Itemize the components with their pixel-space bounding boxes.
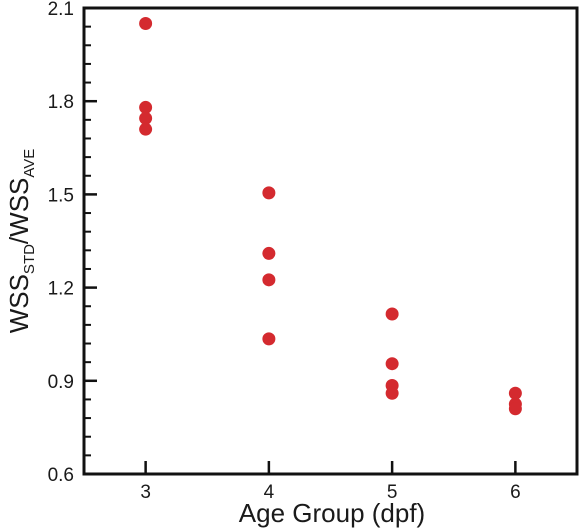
- plot-frame: [82, 6, 579, 476]
- data-point: [385, 357, 399, 371]
- data-point: [262, 332, 276, 346]
- data-point: [508, 402, 522, 416]
- data-point: [139, 17, 153, 31]
- data-point: [139, 122, 153, 136]
- y-axis-ticks: 0.6 0.9 1.2 1.5 1.8 2.1: [48, 0, 97, 486]
- x-axis-ticks: 3 4 5 6: [140, 461, 521, 503]
- y-tick-label: 2.1: [48, 0, 74, 20]
- x-tick-label: 6: [510, 482, 521, 503]
- y-axis-title-main2: /WSS: [4, 178, 34, 244]
- data-point: [385, 386, 399, 400]
- data-points: [139, 17, 522, 416]
- x-tick-label: 3: [140, 482, 151, 503]
- y-tick-label: 1.2: [48, 279, 74, 300]
- y-tick-label: 0.9: [48, 372, 74, 393]
- x-tick-label: 4: [264, 482, 275, 503]
- y-axis-title-sub2: AVE: [21, 149, 38, 178]
- y-tick-label: 1.5: [48, 185, 74, 206]
- y-tick-label: 0.6: [48, 465, 74, 486]
- data-point: [385, 307, 399, 321]
- y-axis-title: WSSSTD/WSSAVE: [4, 149, 38, 334]
- data-point: [139, 100, 153, 114]
- y-tick-label: 1.8: [48, 92, 74, 113]
- y-axis-title-main: WSS: [4, 274, 34, 333]
- x-tick-label: 5: [387, 482, 398, 503]
- data-point: [139, 111, 153, 125]
- data-point: [262, 186, 276, 200]
- data-point: [262, 246, 276, 260]
- data-point: [262, 273, 276, 287]
- x-axis-title: Age Group (dpf): [239, 498, 425, 528]
- data-point: [508, 386, 522, 400]
- y-axis-title-sub1: STD: [21, 244, 38, 274]
